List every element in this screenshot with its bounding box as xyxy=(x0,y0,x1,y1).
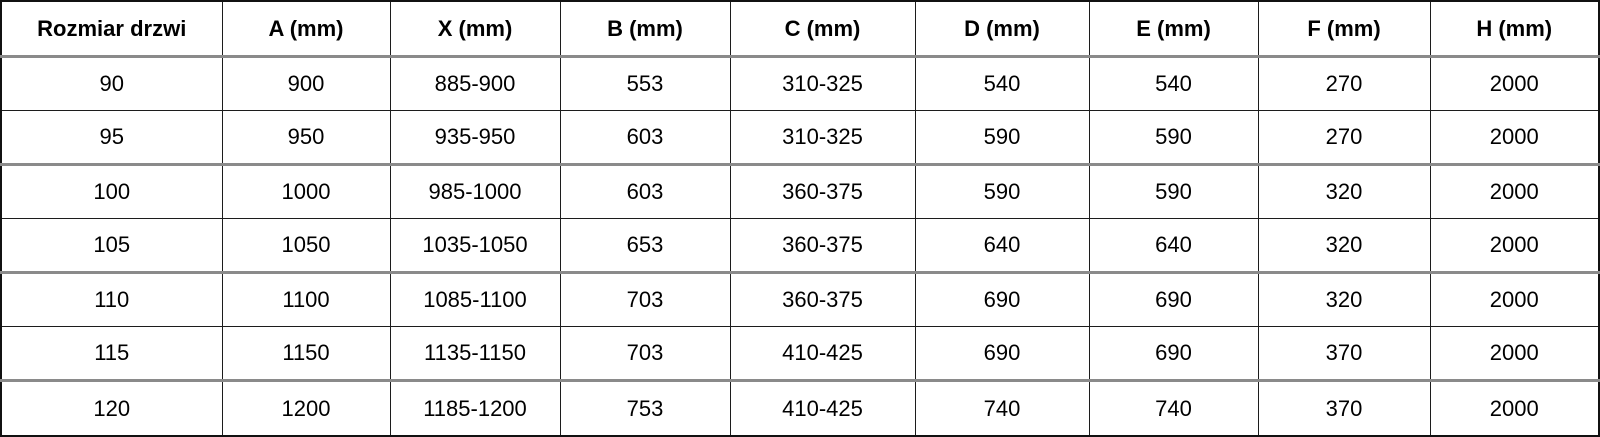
dimension-cell: 360-375 xyxy=(729,164,916,220)
dimension-cell: 2000 xyxy=(1429,326,1600,383)
door-size-cell: 95 xyxy=(0,110,223,167)
dimension-cell: 2000 xyxy=(1429,164,1600,220)
dimension-cell: 540 xyxy=(1088,55,1259,112)
dimension-cell: 690 xyxy=(1088,326,1259,383)
header-row: Rozmiar drzwi A (mm) X (mm) B (mm) C (mm) D (… xyxy=(0,0,1600,58)
dimension-cell: 885-900 xyxy=(389,55,561,112)
dimension-cell: 310-325 xyxy=(729,55,916,112)
dimension-cell: 690 xyxy=(914,272,1090,328)
door-size-cell: 100 xyxy=(0,164,223,220)
dimension-cell: 703 xyxy=(559,326,731,383)
dimension-cell: 690 xyxy=(914,326,1090,383)
dimension-cell: 540 xyxy=(914,55,1090,112)
dimension-cell: 590 xyxy=(914,110,1090,167)
dimension-cell: 310-325 xyxy=(729,110,916,167)
table-row: 110 1100 1085-1100 703 360-375 690 690 320 2000 xyxy=(0,272,1600,328)
dimension-cell: 640 xyxy=(914,218,1090,275)
dimension-cell: 2000 xyxy=(1429,110,1600,167)
door-size-cell: 120 xyxy=(0,380,223,437)
dimension-cell: 1150 xyxy=(221,326,391,383)
table-row: 90 900 885-900 553 310-325 540 540 270 2000 xyxy=(0,55,1600,112)
dimension-cell: 370 xyxy=(1257,326,1431,383)
dimension-cell: 653 xyxy=(559,218,731,275)
dimension-cell: 1050 xyxy=(221,218,391,275)
door-size-cell: 110 xyxy=(0,272,223,328)
table-row: 100 1000 985-1000 603 360-375 590 590 320 2000 xyxy=(0,164,1600,220)
dimension-cell: 640 xyxy=(1088,218,1259,275)
dimension-cell: 2000 xyxy=(1429,55,1600,112)
column-header: Rozmiar drzwi xyxy=(0,0,223,58)
column-header: X (mm) xyxy=(389,0,561,58)
dimension-cell: 360-375 xyxy=(729,218,916,275)
dimension-cell: 2000 xyxy=(1429,380,1600,437)
dimension-cell: 740 xyxy=(1088,380,1259,437)
column-header: B (mm) xyxy=(559,0,731,58)
dimension-cell: 320 xyxy=(1257,272,1431,328)
dimension-cell: 1035-1050 xyxy=(389,218,561,275)
dimension-cell: 935-950 xyxy=(389,110,561,167)
dimension-cell: 1135-1150 xyxy=(389,326,561,383)
dimension-cell: 603 xyxy=(559,164,731,220)
column-header: F (mm) xyxy=(1257,0,1431,58)
dimension-cell: 320 xyxy=(1257,164,1431,220)
dimension-cell: 603 xyxy=(559,110,731,167)
dimension-cell: 360-375 xyxy=(729,272,916,328)
dimension-cell: 590 xyxy=(1088,164,1259,220)
dimension-cell: 270 xyxy=(1257,110,1431,167)
dimension-cell: 1000 xyxy=(221,164,391,220)
door-size-cell: 90 xyxy=(0,55,223,112)
dimension-cell: 320 xyxy=(1257,218,1431,275)
table-row: 120 1200 1185-1200 753 410-425 740 740 370 2000 xyxy=(0,380,1600,437)
dimension-cell: 590 xyxy=(914,164,1090,220)
dimension-cell: 1200 xyxy=(221,380,391,437)
dimension-cell: 1185-1200 xyxy=(389,380,561,437)
column-header: E (mm) xyxy=(1088,0,1259,58)
dimension-cell: 1085-1100 xyxy=(389,272,561,328)
column-header: C (mm) xyxy=(729,0,916,58)
door-size-cell: 115 xyxy=(0,326,223,383)
column-header: A (mm) xyxy=(221,0,391,58)
dimension-cell: 2000 xyxy=(1429,272,1600,328)
table-row: 105 1050 1035-1050 653 360-375 640 640 320 2000 xyxy=(0,218,1600,275)
dimension-cell: 703 xyxy=(559,272,731,328)
dimension-cell: 690 xyxy=(1088,272,1259,328)
column-header: H (mm) xyxy=(1429,0,1600,58)
dimension-cell: 410-425 xyxy=(729,326,916,383)
dimension-cell: 985-1000 xyxy=(389,164,561,220)
table-row: 95 950 935-950 603 310-325 590 590 270 2000 xyxy=(0,110,1600,167)
dimension-cell: 410-425 xyxy=(729,380,916,437)
dimension-cell: 900 xyxy=(221,55,391,112)
dimension-cell: 1100 xyxy=(221,272,391,328)
table-row: 115 1150 1135-1150 703 410-425 690 690 370 2000 xyxy=(0,326,1600,383)
door-size-cell: 105 xyxy=(0,218,223,275)
dimension-cell: 270 xyxy=(1257,55,1431,112)
dimension-cell: 553 xyxy=(559,55,731,112)
dimension-cell: 950 xyxy=(221,110,391,167)
dimension-cell: 740 xyxy=(914,380,1090,437)
column-header: D (mm) xyxy=(914,0,1090,58)
dimension-cell: 753 xyxy=(559,380,731,437)
dimension-cell: 2000 xyxy=(1429,218,1600,275)
dimension-cell: 590 xyxy=(1088,110,1259,167)
dimension-cell: 370 xyxy=(1257,380,1431,437)
